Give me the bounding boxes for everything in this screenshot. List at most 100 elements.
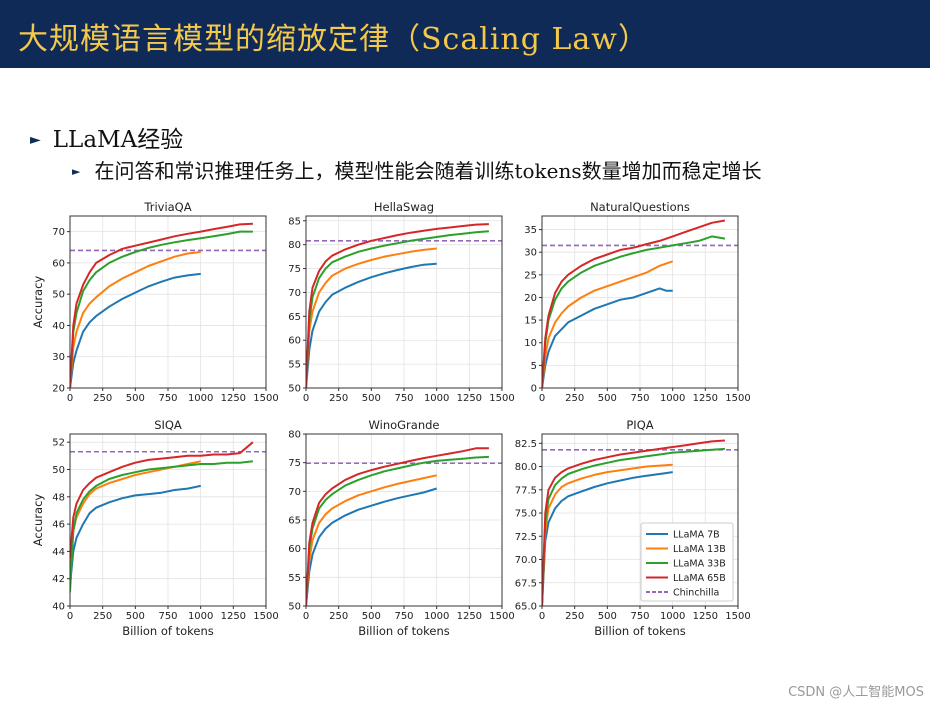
plot-area <box>70 441 266 593</box>
series-line-llama-7b <box>542 471 673 606</box>
x-axis-label: Billion of tokens <box>594 624 686 638</box>
y-axis-label: Accuracy <box>31 276 45 329</box>
y-tick-label: 70 <box>52 227 65 238</box>
y-tick-label: 15 <box>524 316 537 327</box>
x-tick-label: 750 <box>158 611 177 622</box>
y-tick-label: 70.0 <box>515 555 537 566</box>
chart-title: WinoGrande <box>369 418 440 432</box>
y-tick-label: 46 <box>52 520 65 531</box>
triangle-bullet-icon: ► <box>72 165 81 178</box>
y-tick-label: 30 <box>524 248 537 259</box>
x-tick-label: 750 <box>394 393 413 404</box>
series-line-llama-33b <box>70 230 253 388</box>
y-tick-label: 35 <box>524 225 537 236</box>
series-line-llama-65b <box>70 222 253 388</box>
triangle-bullet-icon: ► <box>30 132 41 148</box>
bullet-sub-text: 在问答和常识推理任务上，模型性能会随着训练tokens数量增加而稳定增长 <box>94 159 762 183</box>
series-line-llama-33b <box>306 455 489 606</box>
x-axis-label: Billion of tokens <box>358 624 450 638</box>
y-tick-label: 5 <box>531 361 537 372</box>
y-tick-label: 42 <box>52 574 65 585</box>
y-tick-label: 50 <box>288 384 301 395</box>
series-line-llama-13b <box>306 474 437 606</box>
chart-title: SIQA <box>154 418 182 432</box>
series-line-llama-13b <box>542 260 674 388</box>
x-tick-label: 1500 <box>253 611 278 622</box>
chart-title: HellaSwag <box>374 200 434 214</box>
bullet-sub: ► 在问答和常识推理任务上，模型性能会随着训练tokens数量增加而稳定增长 <box>72 155 762 184</box>
x-tick-label: 1250 <box>221 393 246 404</box>
slide-header: 大规模语言模型的缩放定律（Scaling Law） <box>0 0 930 68</box>
x-tick-label: 500 <box>362 393 381 404</box>
x-tick-label: 250 <box>329 611 348 622</box>
x-tick-label: 500 <box>598 393 617 404</box>
chart-piqa: 0 250 500 750 1000 1250 1500 65.0 67.5 70.0 72.5 75… <box>515 418 751 638</box>
y-tick-label: 52 <box>52 438 65 449</box>
chart-triviaqa: 0 250 500 750 1000 1250 1500 20 30 40 50 60 70 Trivia… <box>31 200 279 404</box>
x-tick-label: 0 <box>303 611 309 622</box>
x-tick-label: 250 <box>93 393 112 404</box>
x-tick-label: 1250 <box>221 611 246 622</box>
x-tick-label: 1000 <box>660 393 685 404</box>
x-tick-label: 1250 <box>457 611 482 622</box>
x-tick-label: 500 <box>126 611 145 622</box>
y-tick-label: 30 <box>52 352 65 363</box>
x-tick-label: 0 <box>67 393 73 404</box>
y-tick-label: 80 <box>288 240 301 251</box>
legend-label-chinchilla: Chinchilla <box>673 588 719 599</box>
series-line-llama-7b <box>70 484 201 586</box>
series-line-llama-7b <box>306 487 437 606</box>
series-line-llama-13b <box>70 251 201 388</box>
y-tick-label: 80 <box>288 430 301 441</box>
y-tick-label: 0 <box>531 384 537 395</box>
x-tick-label: 0 <box>539 611 545 622</box>
y-tick-label: 40 <box>52 602 65 613</box>
y-tick-label: 85 <box>288 216 301 227</box>
x-tick-label: 250 <box>329 393 348 404</box>
x-tick-label: 750 <box>630 611 649 622</box>
y-tick-label: 67.5 <box>515 578 537 589</box>
series-line-llama-7b <box>542 287 673 388</box>
plot-area <box>306 223 502 388</box>
legend-label-llama-33b: LLaMA 33B <box>673 559 726 570</box>
legend-label-llama-7b: LLaMA 7B <box>673 530 720 541</box>
y-tick-label: 65 <box>288 312 301 323</box>
x-tick-label: 0 <box>67 611 73 622</box>
plot-area <box>542 219 738 388</box>
y-tick-label: 10 <box>524 338 537 349</box>
series-line-llama-33b <box>70 460 254 593</box>
series-line-llama-7b <box>70 272 201 388</box>
x-tick-label: 1500 <box>489 611 514 622</box>
y-tick-label: 65.0 <box>515 602 537 613</box>
watermark: CSDN @人工智能MOS <box>788 685 924 700</box>
y-tick-label: 75.0 <box>515 509 537 520</box>
x-tick-label: 750 <box>630 393 649 404</box>
y-tick-label: 50 <box>288 602 301 613</box>
x-tick-label: 1500 <box>253 393 278 404</box>
y-tick-label: 65 <box>288 516 301 527</box>
x-tick-label: 500 <box>598 611 617 622</box>
x-tick-label: 250 <box>565 393 584 404</box>
chart-legend: LLaMA 7B LLaMA 13B LLaMA 33B LLaMA 65B Chinc… <box>640 522 734 602</box>
x-tick-label: 1250 <box>693 393 718 404</box>
x-tick-label: 250 <box>565 611 584 622</box>
y-tick-label: 25 <box>524 270 537 281</box>
y-tick-label: 20 <box>52 384 65 395</box>
series-line-llama-65b <box>306 223 489 388</box>
chart-naturalquestions: 0 250 500 750 1000 1250 1500 0 5 10 15 20 25 30 35 Natu… <box>524 200 750 404</box>
chart-hellaswag: 0 250 500 750 1000 1250 1500 50 55 60 65 70 75 80 85 He… <box>288 200 514 404</box>
plot-area <box>306 447 502 606</box>
y-tick-label: 70 <box>288 288 301 299</box>
y-tick-label: 82.5 <box>515 439 537 450</box>
x-tick-label: 0 <box>539 393 545 404</box>
x-tick-label: 1000 <box>188 393 213 404</box>
chart-title: TriviaQA <box>143 200 191 214</box>
series-line-llama-65b <box>542 439 725 606</box>
bullet-main: ► LLaMA经验 <box>30 120 183 154</box>
x-tick-label: 750 <box>394 611 413 622</box>
y-tick-label: 40 <box>52 321 65 332</box>
y-tick-label: 55 <box>288 360 301 371</box>
y-tick-label: 50 <box>52 290 65 301</box>
y-tick-label: 72.5 <box>515 532 537 543</box>
